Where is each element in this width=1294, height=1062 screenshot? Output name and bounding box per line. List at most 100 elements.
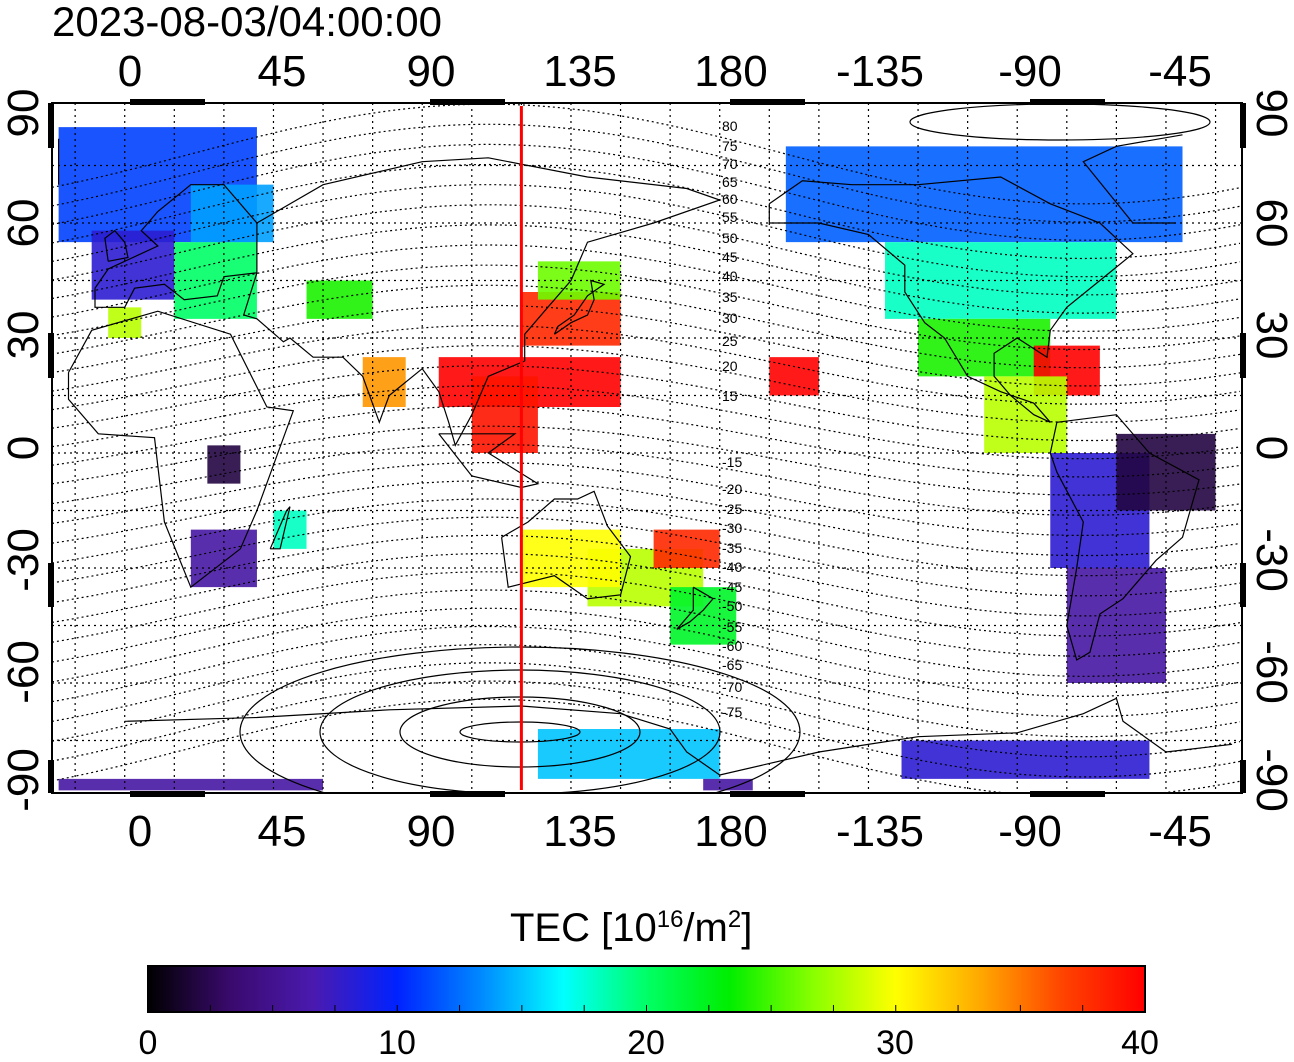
- magnetic-contour: [52, 644, 1241, 738]
- tec-data-layer: [58, 127, 1216, 791]
- magnetic-contour: [52, 462, 1241, 536]
- tec-region: [190, 184, 274, 243]
- tec-region: [670, 587, 737, 645]
- colorbar-tick-label: 10: [378, 1024, 416, 1062]
- contour-label: 25: [722, 333, 738, 349]
- magnetic-contour: [52, 425, 1241, 496]
- contour-label: 30: [722, 310, 738, 326]
- colorbar-title-suffix: ]: [741, 906, 753, 950]
- frame-tick-bar: [48, 760, 54, 793]
- left-lat-labels: 90 60 30 0 -30 -60 -90: [0, 89, 48, 812]
- magnetic-contour: [52, 365, 1241, 442]
- bottom-lon-label: 180: [694, 807, 767, 856]
- coastline: [676, 586, 715, 630]
- bottom-lon-label: 45: [258, 807, 307, 856]
- contour-label: -45: [722, 579, 742, 595]
- frame-tick-bar: [130, 99, 205, 105]
- magnetic-contour: [52, 184, 1241, 278]
- right-lat-label: 60: [1247, 199, 1294, 248]
- bottom-lon-label: -90: [998, 807, 1062, 856]
- magnetic-contour: [52, 405, 1241, 478]
- right-lat-label: 0: [1247, 436, 1294, 460]
- tec-region: [91, 230, 175, 300]
- contour-label: 20: [722, 358, 738, 374]
- coastline: [94, 184, 258, 308]
- left-lat-label: 90: [0, 89, 48, 138]
- left-lat-label: 60: [0, 199, 48, 248]
- top-lon-label: 180: [694, 47, 767, 96]
- colorbar: [147, 965, 1146, 1013]
- right-lat-label: 90: [1247, 89, 1294, 138]
- coastline: [719, 697, 1233, 776]
- colorbar-title: TEC [1016/m2]: [510, 898, 752, 950]
- right-lat-label: -60: [1247, 640, 1294, 704]
- magnetic-contour: [52, 516, 1241, 597]
- frame-tick-bar: [130, 791, 205, 797]
- magnetic-contour: [52, 304, 1241, 387]
- coastline: [501, 490, 632, 600]
- map-title: 2023-08-03/04:00:00: [52, 0, 442, 45]
- magnetic-contour: [52, 244, 1241, 332]
- colorbar-tick-label: 20: [627, 1024, 665, 1062]
- contour-label: -75: [722, 704, 742, 720]
- top-lon-label: -90: [998, 47, 1062, 96]
- left-lat-label: 30: [0, 311, 48, 360]
- left-lat-label: -60: [0, 640, 48, 704]
- contour-label: -35: [722, 540, 742, 556]
- coastline: [67, 310, 295, 589]
- frame-tick-bar: [48, 563, 54, 607]
- top-lon-label: -135: [836, 47, 924, 96]
- colorbar-tick-label: 40: [1121, 1024, 1159, 1062]
- contour-label: 15: [722, 388, 738, 404]
- coastline: [553, 279, 606, 335]
- right-lat-labels: 90 60 30 0 -30 -60 -90: [1247, 89, 1294, 812]
- frame-tick-bar: [1030, 791, 1105, 797]
- contour-label: 40: [722, 268, 738, 284]
- frame-tick-bar: [1030, 99, 1105, 105]
- coastlines: [58, 134, 1233, 776]
- right-lat-label: -30: [1247, 528, 1294, 592]
- magnetic-contour: [52, 589, 1241, 677]
- top-lon-label: 135: [543, 47, 616, 96]
- tec-region: [769, 357, 819, 396]
- colorbar-title-exponent: 16: [656, 906, 684, 933]
- contour-label: -70: [722, 679, 742, 695]
- colorbar-title-prefix: TEC [10: [510, 906, 657, 950]
- coastline: [269, 506, 291, 550]
- contour-label: -65: [722, 657, 742, 673]
- top-lon-label: 0: [118, 47, 142, 96]
- frame-tick-bar: [430, 99, 505, 105]
- tec-region: [1116, 433, 1216, 511]
- colorbar-title-unit-exponent: 2: [727, 906, 742, 933]
- magnetic-contour: [52, 534, 1241, 617]
- colorbar-tick-label: 0: [138, 1024, 158, 1062]
- colorbar-title-unit: /m: [683, 906, 728, 950]
- top-lon-label: 45: [258, 47, 307, 96]
- contour-label: -25: [722, 501, 742, 517]
- magnetic-contour: [52, 284, 1241, 369]
- bottom-lon-label: 90: [407, 807, 456, 856]
- contour-label: 50: [722, 230, 738, 246]
- magnetic-contour: [52, 264, 1241, 351]
- bottom-lon-label: 135: [543, 807, 616, 856]
- tec-region: [703, 778, 753, 791]
- coastline: [124, 705, 721, 776]
- magnetic-contour: [52, 385, 1241, 460]
- tec-region: [918, 318, 1051, 377]
- contour-label: -15: [722, 454, 742, 470]
- top-lon-labels: 0 45 90 135 180 -135 -90 -45: [118, 47, 1212, 96]
- tec-region: [537, 261, 621, 300]
- magnetic-contour: [52, 224, 1241, 314]
- contour-label: -55: [722, 619, 742, 635]
- tec-region: [984, 376, 1067, 453]
- coastline: [1049, 414, 1200, 661]
- tec-region: [521, 292, 621, 346]
- coastline: [768, 176, 1134, 423]
- magnetic-contour: [52, 571, 1241, 657]
- contour-label: -50: [722, 598, 742, 614]
- bottom-lon-labels: 0 45 90 135 180 -135 -90 -45: [128, 807, 1212, 856]
- tec-region: [537, 729, 720, 779]
- tec-region: [785, 146, 1183, 243]
- magnetic-contour: [52, 345, 1241, 423]
